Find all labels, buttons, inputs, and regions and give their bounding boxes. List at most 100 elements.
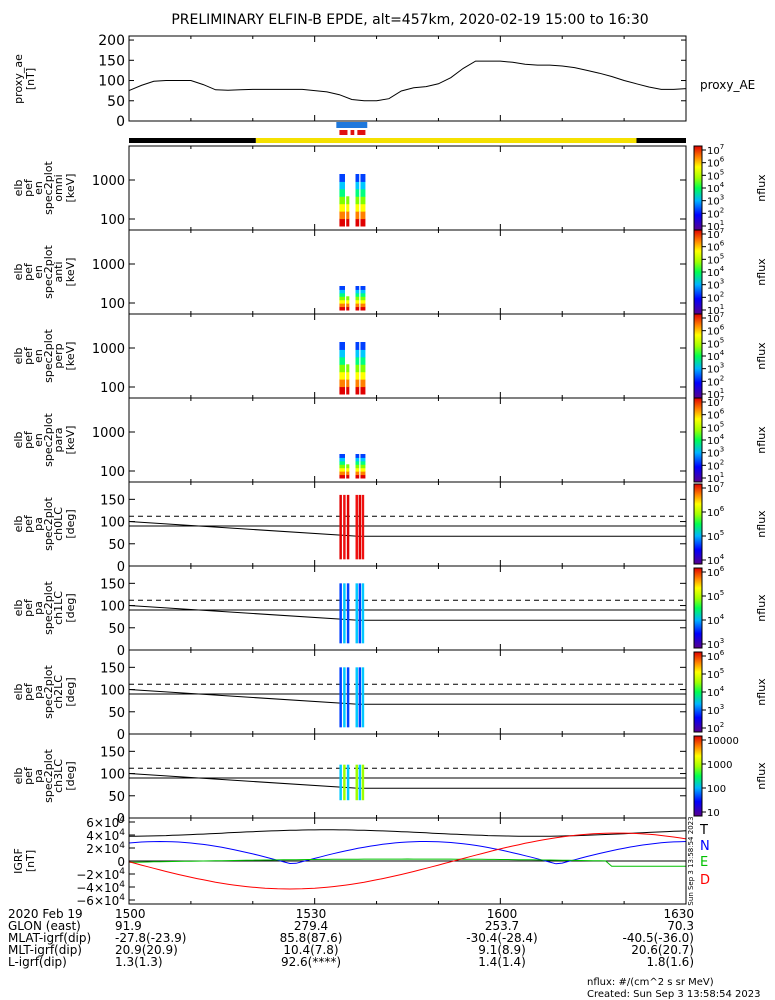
pitch-angle-ytick-label: 150 bbox=[100, 493, 125, 508]
spectrogram-colorbar-3-tick-label: 101 bbox=[707, 471, 724, 485]
spectrogram-panel-2: 1000 100 bbox=[92, 314, 687, 398]
spectrogram-colorbar-1-tick-label: 106 bbox=[707, 240, 725, 254]
pitch-angle-colorbar-1-bar bbox=[693, 567, 703, 649]
spectrogram-ylabel-1-line-0: elb bbox=[12, 264, 25, 281]
pitch-angle-ylabel-3-line-5: [deg] bbox=[64, 761, 77, 790]
spectrogram-pixel bbox=[346, 371, 350, 380]
igrf-line-N bbox=[128, 840, 687, 865]
spectrogram-pixel bbox=[339, 286, 345, 290]
spectrogram-pixel bbox=[346, 218, 350, 227]
spectrogram-colorbar-0-label: nflux bbox=[755, 174, 768, 202]
red-marker-2 bbox=[350, 130, 355, 135]
spectrogram-colorbar-0-tick-label: 107 bbox=[707, 143, 724, 157]
ephemeris-row-label: GLON (east) bbox=[8, 919, 81, 933]
pitch-angle-colorbar-3-tick-label: 100 bbox=[707, 784, 726, 795]
pitch-angle-pixel bbox=[355, 494, 358, 560]
spectrogram-colorbar-3-label: nflux bbox=[755, 426, 768, 454]
pitch-angle-ytick-label: 50 bbox=[108, 790, 125, 805]
pitch-angle-ytick-label: 150 bbox=[100, 577, 125, 592]
spectrogram-colorbar-1-tick-label: 103 bbox=[707, 278, 724, 292]
spectrogram-colorbar-2-bar bbox=[693, 313, 703, 399]
pitch-angle-ytick-label: 150 bbox=[100, 661, 125, 676]
pitch-angle-ylabel-0-line-3: spec2plot bbox=[42, 497, 55, 551]
pitch-angle-ytick-label: 100 bbox=[100, 768, 125, 783]
proxy-ae-panel: 200 150 100 50 0 proxy_AE bbox=[98, 33, 755, 130]
spectrogram-pixel bbox=[360, 196, 366, 205]
spectrogram-pixel bbox=[346, 464, 350, 469]
spectrogram-colorbar-0-tick-label: 102 bbox=[707, 206, 724, 220]
pitch-angle-pixel bbox=[361, 583, 365, 644]
pitch-angle-ylabel-0-line-1: pef bbox=[22, 514, 35, 533]
spectrogram-ytick-label: 100 bbox=[100, 381, 125, 396]
spectrogram-pixel bbox=[339, 349, 345, 358]
igrf-line-E bbox=[128, 858, 686, 867]
spectrogram-pixel bbox=[355, 474, 360, 479]
pitch-angle-ylabel-2-line-4: ch2LC bbox=[52, 675, 65, 709]
spectrogram-pixel bbox=[355, 218, 360, 227]
spectrogram-pixel bbox=[360, 454, 366, 458]
spectrogram-pixel bbox=[346, 386, 350, 395]
spectrogram-colorbar-0-tick-label: 104 bbox=[707, 181, 725, 195]
spectrogram-colorbar-2-tick-label: 107 bbox=[707, 311, 724, 325]
pitch-angle-ytick-label: 0 bbox=[117, 644, 125, 659]
spectrogram-colorbar-1-bar bbox=[693, 229, 703, 315]
spectrogram-pixel bbox=[355, 460, 360, 465]
spectrogram-pixel bbox=[339, 174, 345, 182]
spectrogram-pixel bbox=[355, 181, 360, 190]
pitch-angle-pixel bbox=[339, 583, 342, 644]
pitch-angle-pixel bbox=[346, 494, 350, 560]
spectrogram-colorbar-2-tick-label: 105 bbox=[707, 336, 724, 350]
spectrogram-pixel bbox=[360, 203, 366, 212]
spectrogram-pixel bbox=[346, 471, 350, 476]
pitch-angle-pixel bbox=[361, 764, 365, 801]
spectrogram-ylabel-0-line-1: pef bbox=[22, 178, 35, 197]
spectrogram-ylabel-0-line-4: omni bbox=[52, 174, 65, 201]
igrf-ytick-label: −2×104 bbox=[76, 867, 125, 882]
spectrogram-pixel bbox=[339, 303, 345, 308]
ephemeris-value: 92.6(****) bbox=[281, 955, 341, 969]
igrf-ytick-label: −6×104 bbox=[76, 893, 125, 908]
spectrogram-pixel bbox=[355, 471, 360, 476]
spectrogram-pixel bbox=[355, 356, 360, 365]
pitch-angle-ylabel-3-line-0: elb bbox=[12, 768, 25, 785]
spectrogram-pixel bbox=[339, 292, 345, 297]
spectrogram-pixel bbox=[360, 386, 366, 395]
spectrogram-pixel bbox=[360, 371, 366, 380]
spectrogram-colorbar-3-tick-label: 102 bbox=[707, 458, 724, 472]
igrf-frame bbox=[128, 817, 687, 905]
spectrogram-pixel bbox=[339, 457, 345, 462]
spectrogram-pixel bbox=[339, 181, 345, 190]
ephemeris-value: 1.3(1.3) bbox=[115, 955, 163, 969]
pitch-angle-ylabel-0-line-0: elb bbox=[12, 516, 25, 533]
pitch-angle-colorbar-2-tick-label: 105 bbox=[707, 667, 724, 681]
igrf-ytick-label: 6×104 bbox=[86, 815, 125, 830]
igrf-legend-N: N bbox=[700, 839, 710, 854]
spectrogram-pixel bbox=[346, 196, 350, 205]
pitch-angle-colorbar-3-label: nflux bbox=[755, 762, 768, 790]
proxy-ae-ylabel-line-1: [nT] bbox=[24, 68, 37, 90]
igrf-legend-E: E bbox=[700, 855, 708, 870]
pitch-angle-pixel bbox=[339, 667, 342, 728]
pitch-angle-ylabel-0-line-2: pa bbox=[32, 517, 45, 531]
spectrogram-pixel bbox=[355, 203, 360, 212]
pitch-angle-panel-3: 150 100 50 0 bbox=[100, 734, 687, 827]
pitch-angle-ytick-label: 50 bbox=[108, 538, 125, 553]
spectrogram-pixel bbox=[360, 211, 366, 220]
spectrogram-pixel bbox=[346, 474, 350, 479]
pitch-angle-pixel bbox=[346, 667, 350, 728]
pitch-angle-ytick-label: 50 bbox=[108, 706, 125, 721]
pitch-angle-ylabel-1-line-4: ch1LC bbox=[52, 591, 65, 625]
spectrogram-frame-0 bbox=[128, 145, 687, 231]
spectrogram-frame-1 bbox=[128, 229, 687, 315]
ephemeris-value: -30.4(-28.4) bbox=[466, 931, 537, 945]
spectrogram-ytick-label: 1000 bbox=[92, 342, 125, 357]
pitch-angle-ytick-label: 100 bbox=[100, 600, 125, 615]
plot-title: PRELIMINARY ELFIN-B EPDE, alt=457km, 202… bbox=[171, 12, 648, 28]
pitch-angle-pixel bbox=[343, 494, 346, 560]
spectrogram-pixel bbox=[360, 292, 366, 297]
spectrogram-colorbar-2-tick-label: 104 bbox=[707, 349, 725, 363]
ephemeris-value: -40.5(-36.0) bbox=[623, 931, 694, 945]
